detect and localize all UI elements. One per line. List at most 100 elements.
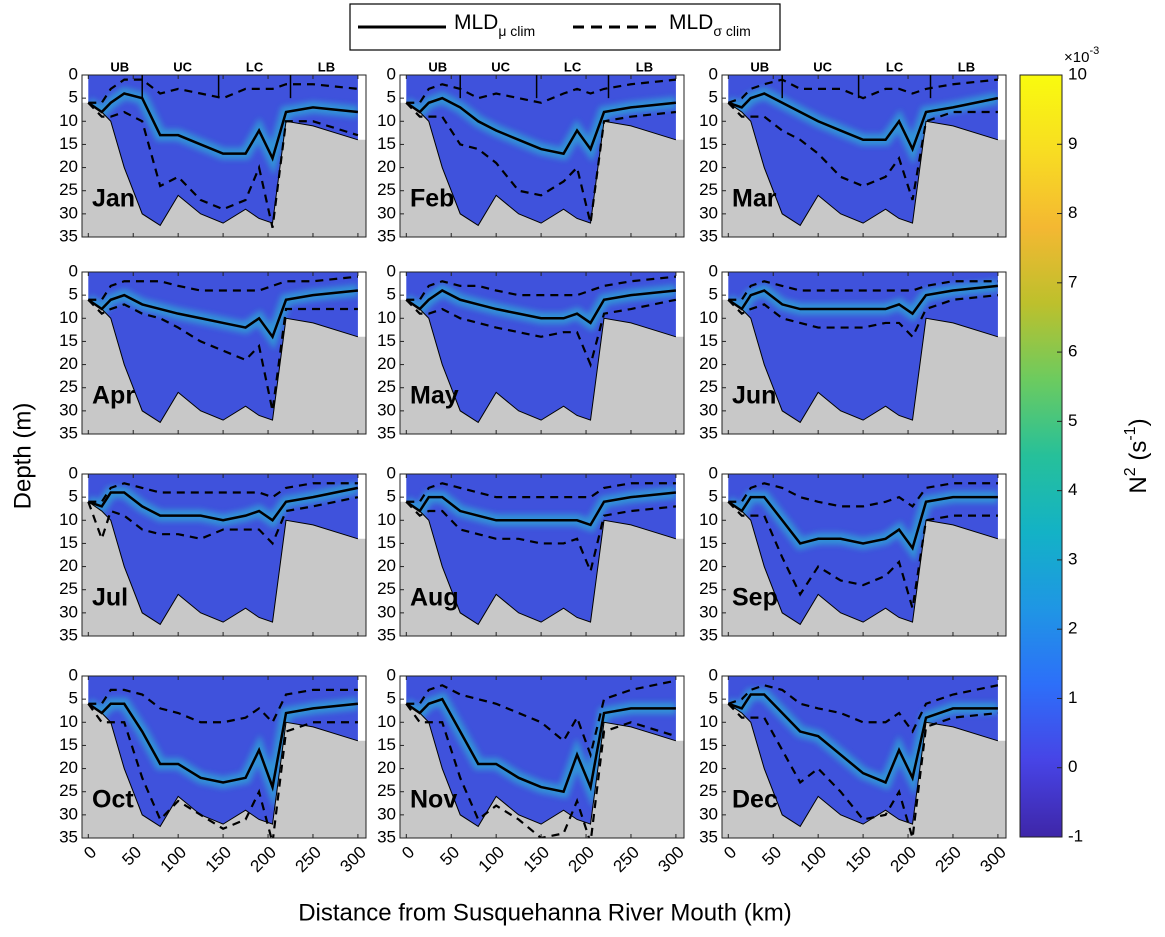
- land: [722, 102, 1006, 237]
- y-tick-label: 30: [699, 804, 718, 823]
- y-tick-label: 15: [699, 331, 718, 350]
- y-tick-label: 10: [699, 111, 718, 130]
- y-tick-label: 25: [699, 781, 718, 800]
- mld-mean-line: [87, 702, 359, 792]
- y-tick-label: 20: [59, 758, 78, 777]
- y-tick-label: 35: [699, 423, 718, 442]
- month-label: Jan: [92, 185, 135, 213]
- panel-frame: [399, 271, 685, 435]
- month-label: Dec: [732, 786, 778, 814]
- x-tick-label: 200: [565, 843, 598, 876]
- y-tick-label: 20: [699, 758, 718, 777]
- x-tick-label: 300: [976, 843, 1009, 876]
- month-label: Jun: [732, 382, 776, 410]
- x-tick-label: 300: [654, 843, 687, 876]
- region-label: UC: [491, 59, 510, 74]
- y-tick-label: 30: [699, 400, 718, 419]
- panel: Mar 0 5 10 15 20 25 30 35 UB UC LC LB: [699, 59, 1007, 245]
- y-tick-label: 15: [699, 533, 718, 552]
- y-tick-label: 0: [69, 261, 78, 280]
- panel: Jan 0 5 10 15 20 25 30 35 UB UC LC LB: [59, 59, 367, 245]
- y-tick-label: 25: [699, 180, 718, 199]
- month-label: Mar: [732, 185, 777, 213]
- colorbar-tick-label: 7: [1068, 272, 1077, 291]
- y-tick-label: 35: [377, 226, 396, 245]
- region-label: LC: [564, 59, 582, 74]
- y-tick-label: 30: [377, 602, 396, 621]
- y-tick-label: 5: [387, 689, 396, 708]
- mld-sigma-line: [727, 102, 998, 201]
- mld-sigma-line: [406, 78, 677, 104]
- region-label: LC: [886, 59, 904, 74]
- y-tick-label: 35: [377, 423, 396, 442]
- y-tick-label: 35: [59, 625, 78, 644]
- y-tick-label: 15: [59, 134, 78, 153]
- y-tick-label: 15: [377, 331, 396, 350]
- y-tick-label: 25: [59, 579, 78, 598]
- y-tick-label: 25: [59, 180, 78, 199]
- bathymetry: [88, 299, 359, 424]
- panel: Sep 0 5 10 15 20 25 30 35: [699, 463, 1007, 644]
- mld-sigma-line: [406, 679, 677, 759]
- y-tick-label: 20: [377, 354, 396, 373]
- y-tick-label: 5: [69, 487, 78, 506]
- month-label: Oct: [92, 786, 134, 814]
- y-tick-label: 0: [387, 463, 396, 482]
- mld-mean-line: [727, 693, 998, 785]
- colorbar-label-part: (s: [1125, 441, 1152, 468]
- y-tick-label: 20: [699, 354, 718, 373]
- y-tick-label: 30: [59, 203, 78, 222]
- bathymetry: [406, 102, 677, 227]
- x-tick-label: 150: [202, 843, 235, 876]
- y-tick-label: 30: [59, 400, 78, 419]
- exponent-power: -3: [1089, 45, 1099, 57]
- mld-mean-line: [405, 96, 677, 156]
- y-tick-label: 10: [377, 308, 396, 327]
- mld-sigma-line: [727, 294, 999, 339]
- colorbar-label-part: 2: [1122, 467, 1139, 476]
- land: [82, 501, 366, 636]
- mld-sigma-line: [87, 102, 359, 228]
- mld-sigma-line: [405, 102, 677, 224]
- y-tick-label: 5: [709, 285, 718, 304]
- y-tick-label: 0: [69, 665, 78, 684]
- panel-plot: [400, 676, 684, 838]
- colorbar-tick-label: 1: [1068, 688, 1077, 707]
- colorbar-tick-label: 0: [1068, 757, 1077, 776]
- mld-mean-line: [405, 697, 676, 794]
- mld-sigma-line: [727, 78, 999, 104]
- y-tick-label: 15: [377, 735, 396, 754]
- panel: Aug 0 5 10 15 20 25 30 35: [377, 463, 685, 644]
- y-tick-label: 30: [699, 203, 718, 222]
- y-tick-label: 5: [69, 689, 78, 708]
- y-tick-label: 20: [699, 157, 718, 176]
- y-tick-label: 5: [387, 487, 396, 506]
- y-tick-label: 0: [709, 64, 718, 83]
- panel-plot: [400, 474, 684, 636]
- legend-subscript: μ clim: [498, 23, 535, 39]
- panel-frame: [81, 74, 367, 238]
- panel-frame: [399, 473, 685, 637]
- land: [722, 703, 1006, 838]
- y-tick-label: 35: [699, 827, 718, 846]
- y-tick-label: 0: [69, 64, 78, 83]
- panel-plot: [400, 272, 684, 434]
- y-tick-label: 35: [59, 423, 78, 442]
- y-tick-label: 25: [377, 579, 396, 598]
- y-tick-label: 10: [699, 308, 718, 327]
- panel-frame: [721, 675, 1007, 839]
- y-tick-label: 30: [699, 602, 718, 621]
- y-tick-label: 20: [377, 556, 396, 575]
- colorbar-tick-label: -1: [1068, 826, 1083, 845]
- y-tick-label: 10: [699, 712, 718, 731]
- mld-mean-line: [87, 92, 359, 162]
- y-tick-label: 5: [69, 88, 78, 107]
- x-tick-label: 50: [436, 843, 463, 870]
- mld-sigma-line: [727, 501, 998, 609]
- mld-sigma-line: [88, 482, 358, 503]
- region-label: LB: [636, 59, 653, 74]
- mld-sigma-line: [727, 684, 999, 734]
- panel-plot: [82, 272, 366, 434]
